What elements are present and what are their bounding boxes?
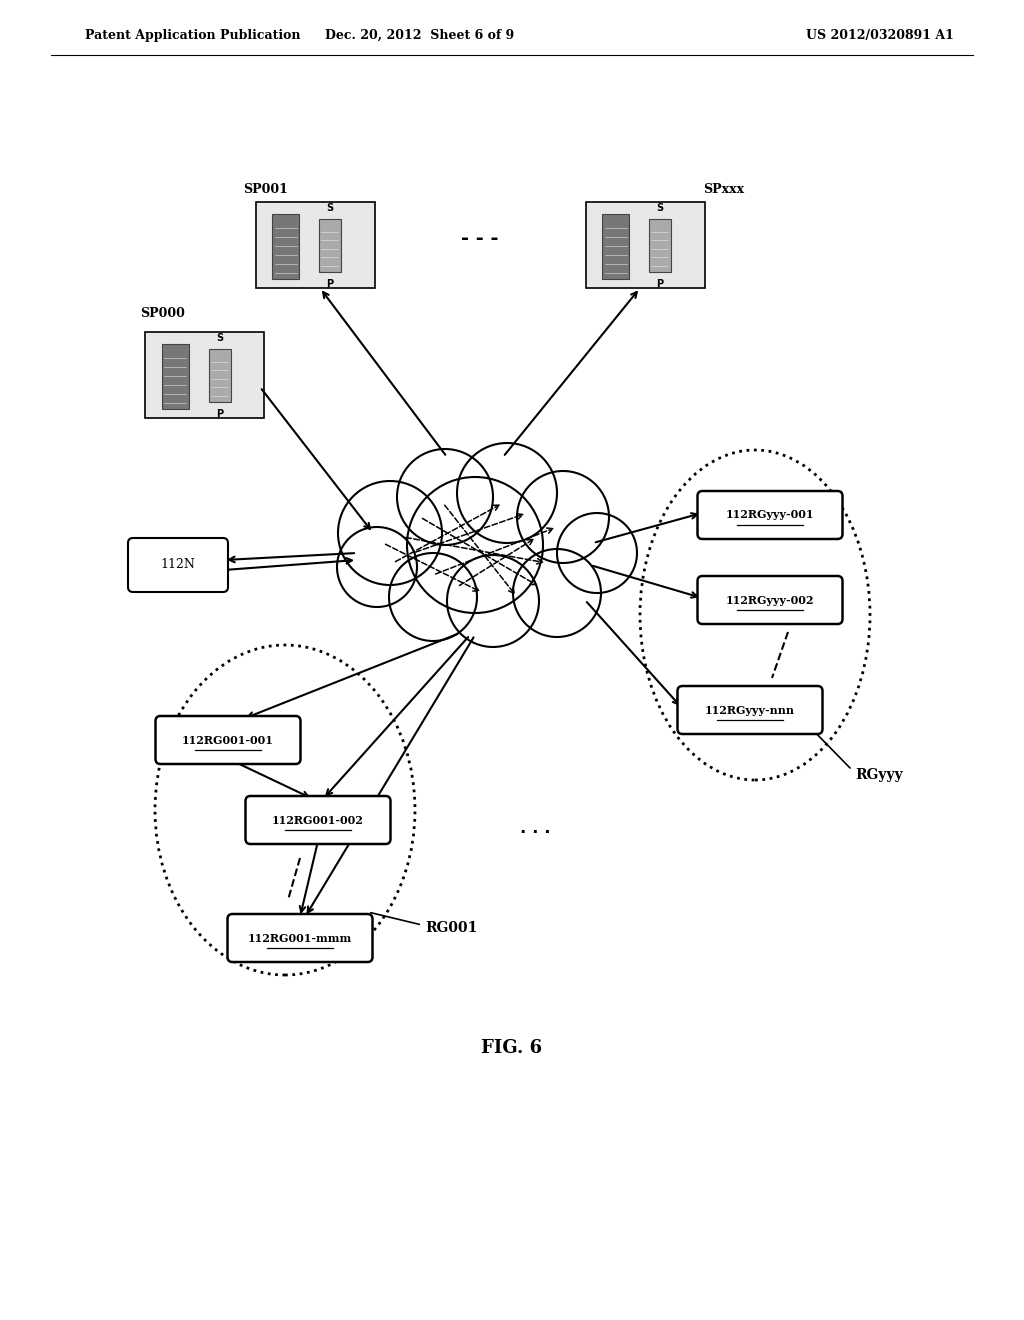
Text: RG001: RG001 <box>425 921 477 935</box>
FancyBboxPatch shape <box>648 219 671 272</box>
Text: P: P <box>326 279 333 289</box>
FancyBboxPatch shape <box>145 333 264 417</box>
FancyBboxPatch shape <box>697 576 843 624</box>
FancyBboxPatch shape <box>162 343 189 409</box>
FancyBboxPatch shape <box>586 202 705 288</box>
Text: S: S <box>656 203 664 213</box>
Circle shape <box>397 449 493 545</box>
Text: Dec. 20, 2012  Sheet 6 of 9: Dec. 20, 2012 Sheet 6 of 9 <box>326 29 515 41</box>
FancyBboxPatch shape <box>227 913 373 962</box>
Text: 112RGyyy-001: 112RGyyy-001 <box>726 510 814 520</box>
Text: SP000: SP000 <box>140 308 185 319</box>
Text: SP001: SP001 <box>243 183 288 195</box>
FancyBboxPatch shape <box>209 348 230 403</box>
Circle shape <box>457 444 557 543</box>
Text: FIG. 6: FIG. 6 <box>481 1039 543 1057</box>
Circle shape <box>513 549 601 638</box>
Text: P: P <box>216 409 223 418</box>
Circle shape <box>407 477 543 612</box>
Circle shape <box>389 553 477 642</box>
Text: 112RG001-002: 112RG001-002 <box>272 814 364 825</box>
Circle shape <box>447 554 539 647</box>
Text: . . .: . . . <box>520 818 550 837</box>
Text: 112RGyyy-nnn: 112RGyyy-nnn <box>705 705 795 715</box>
Text: - - -: - - - <box>461 228 499 248</box>
Circle shape <box>338 480 442 585</box>
Text: SPxxx: SPxxx <box>703 183 744 195</box>
Text: 112RG001-mmm: 112RG001-mmm <box>248 932 352 944</box>
FancyBboxPatch shape <box>128 539 228 591</box>
Text: Patent Application Publication: Patent Application Publication <box>85 29 300 41</box>
Circle shape <box>557 513 637 593</box>
Text: S: S <box>326 203 333 213</box>
FancyBboxPatch shape <box>697 491 843 539</box>
Text: 112N: 112N <box>161 558 196 572</box>
FancyBboxPatch shape <box>602 214 629 279</box>
FancyBboxPatch shape <box>318 219 341 272</box>
FancyBboxPatch shape <box>272 214 299 279</box>
FancyBboxPatch shape <box>256 202 375 288</box>
FancyBboxPatch shape <box>156 715 300 764</box>
FancyBboxPatch shape <box>246 796 390 843</box>
Text: 112RG001-001: 112RG001-001 <box>182 734 274 746</box>
Text: US 2012/0320891 A1: US 2012/0320891 A1 <box>806 29 954 41</box>
Text: S: S <box>216 333 223 343</box>
Text: RGyyy: RGyyy <box>855 768 903 781</box>
Circle shape <box>517 471 609 564</box>
Text: 112RGyyy-002: 112RGyyy-002 <box>726 594 814 606</box>
Circle shape <box>337 527 417 607</box>
FancyBboxPatch shape <box>678 686 822 734</box>
Text: P: P <box>656 279 664 289</box>
